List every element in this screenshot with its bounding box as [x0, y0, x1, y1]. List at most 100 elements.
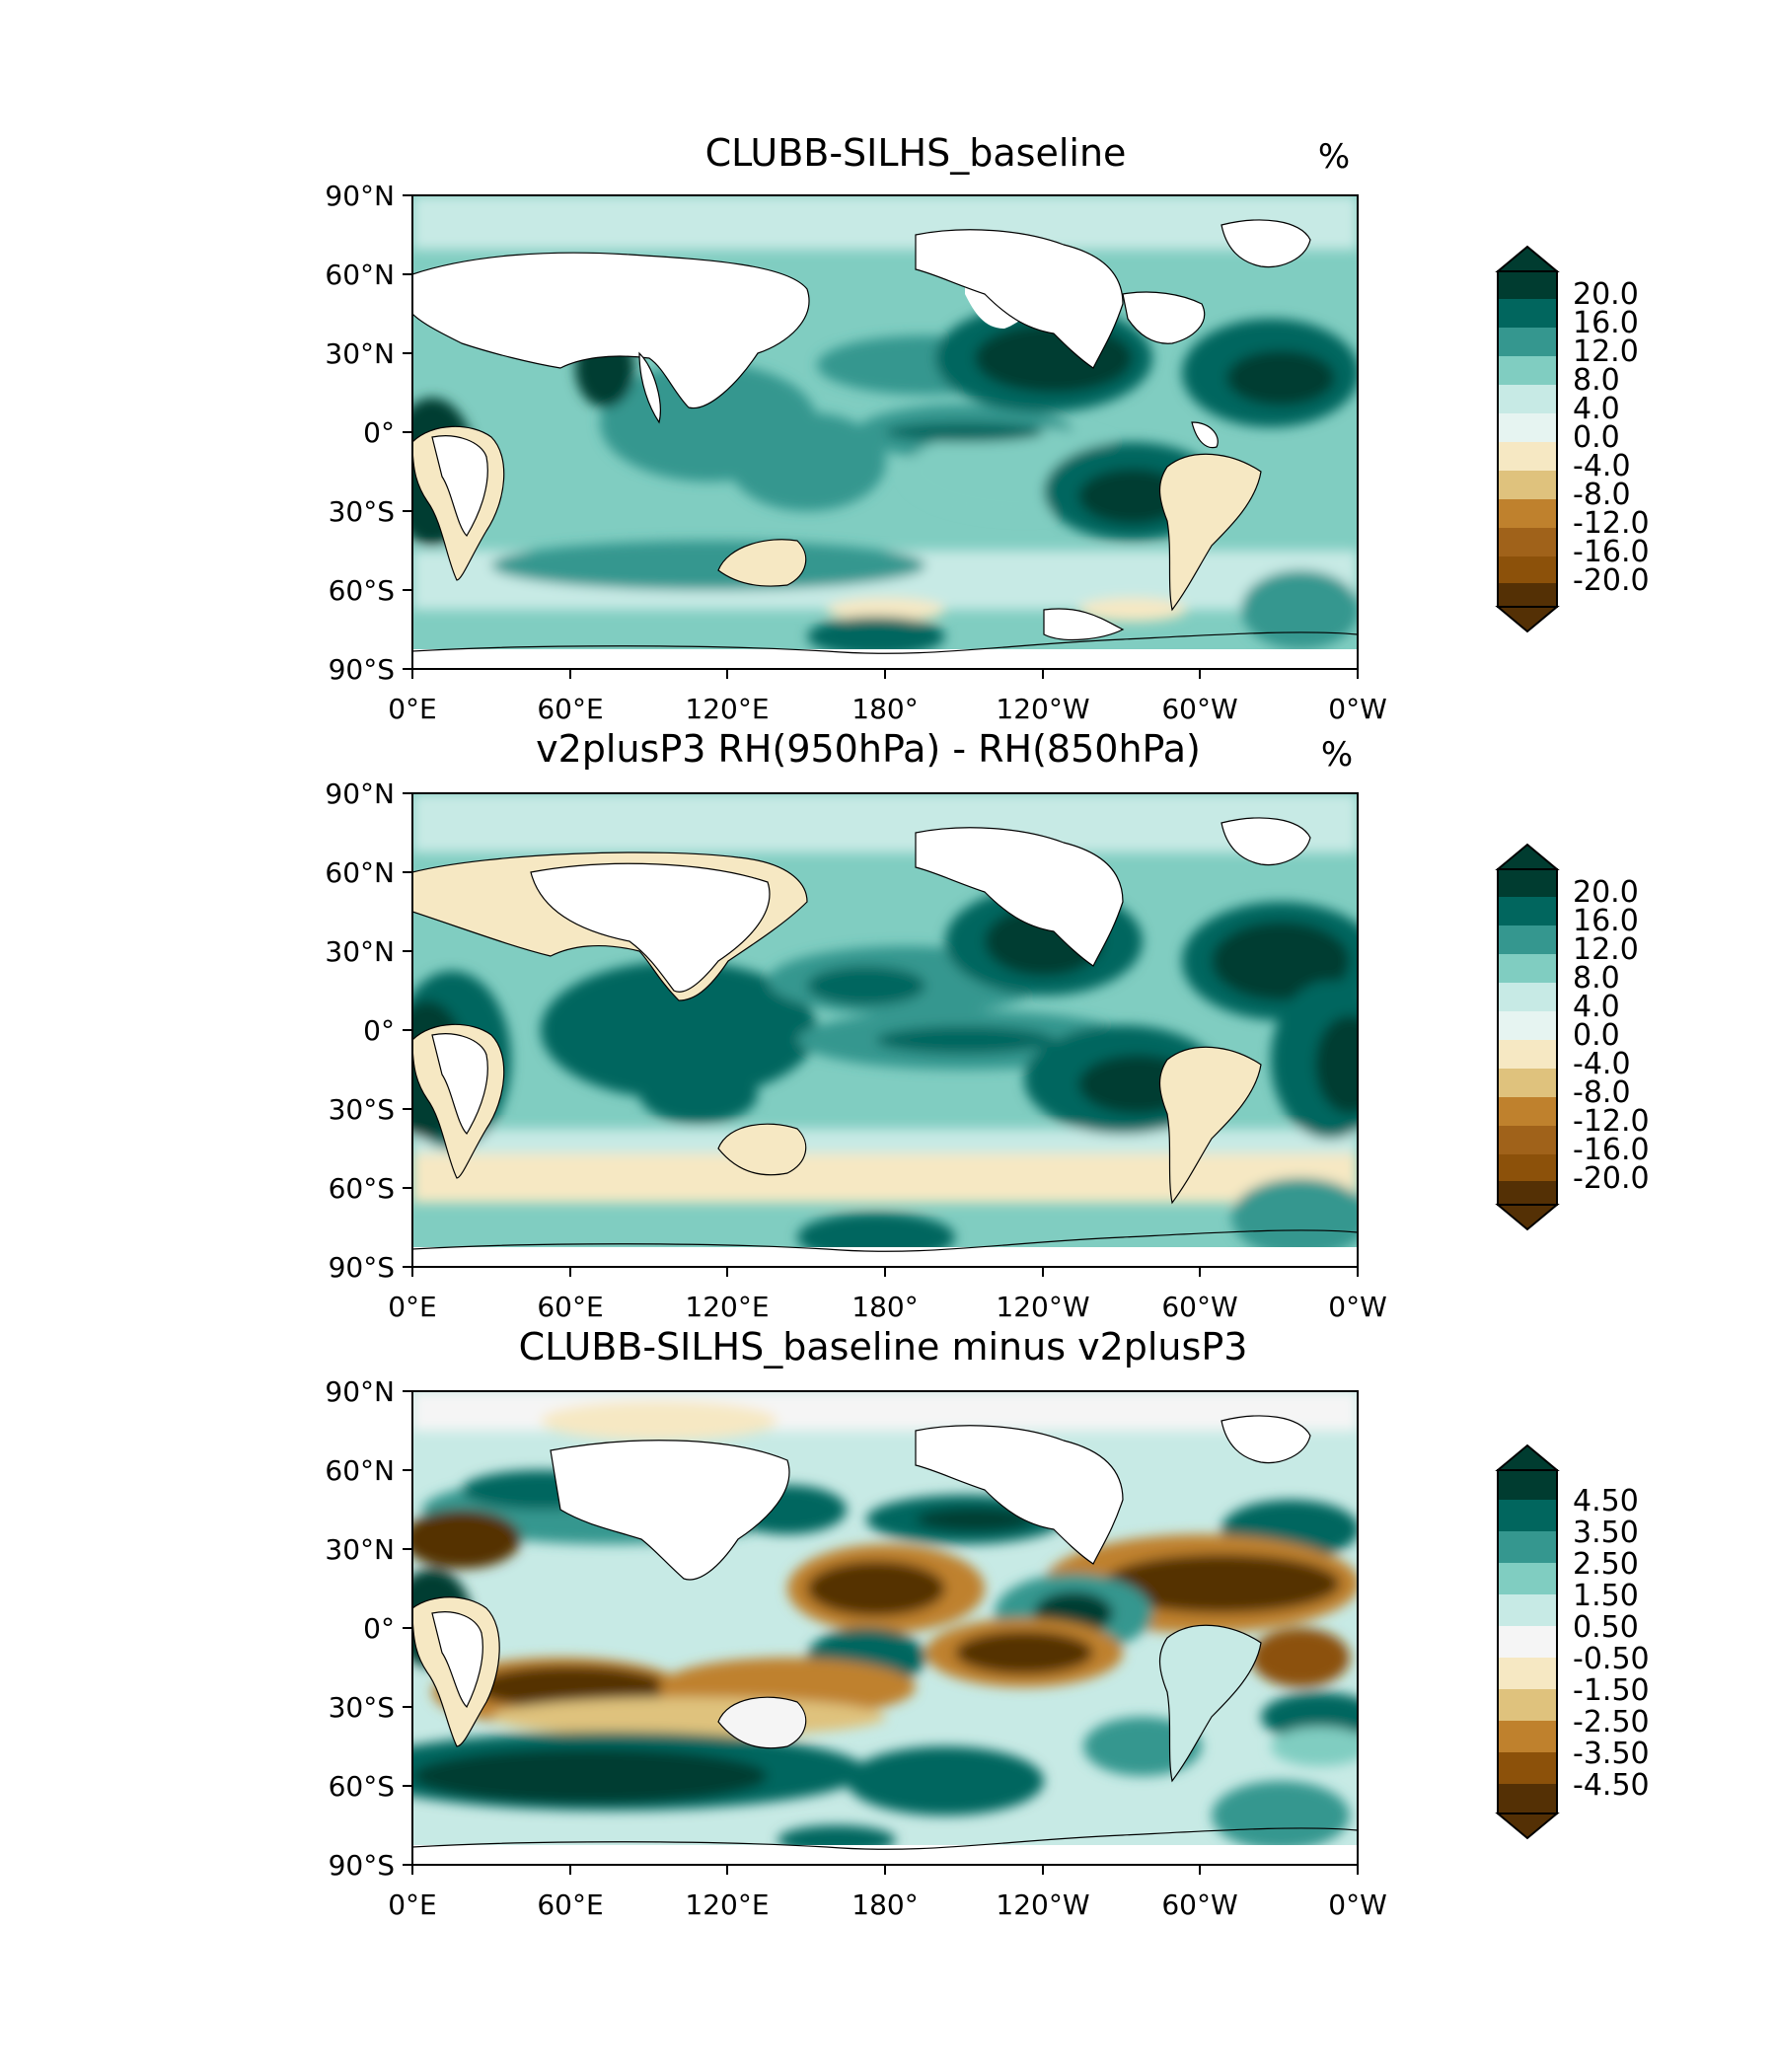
- colorbar-tick-label: -1.50: [1573, 1673, 1650, 1708]
- colorbar-tick-label: 3.50: [1573, 1516, 1639, 1550]
- x-tick-label: 0°W: [1328, 1888, 1387, 1921]
- panel-1-unit: %: [1318, 137, 1350, 177]
- panel-3-y-tick-labels: 90°N 60°N 30°N 0° 30°S 60°S 90°S: [325, 1375, 395, 1882]
- panel-2-colorbar-labels: 20.0 16.0 12.0 8.0 4.0 0.0 -4.0 -8.0 -12…: [1573, 875, 1650, 1196]
- x-tick-label: 0°E: [388, 1888, 437, 1921]
- panel-2-unit: %: [1321, 735, 1353, 775]
- x-tick-label: 180°: [851, 1888, 918, 1921]
- panel-1: CLUBB-SILHS_baseline %: [325, 131, 1649, 725]
- y-tick-label: 60°S: [329, 1172, 395, 1205]
- x-tick-label: 60°E: [537, 693, 603, 725]
- x-tick-label: 60°E: [537, 1888, 603, 1921]
- panel-2-map: [411, 792, 1359, 1268]
- x-tick-label: 60°W: [1161, 1888, 1237, 1921]
- colorbar-tick-label: 1.50: [1573, 1579, 1639, 1613]
- x-tick-label: 60°W: [1161, 693, 1237, 725]
- panel-1-colorbar: [1495, 245, 1560, 633]
- colorbar-tick-label: 4.0: [1573, 392, 1620, 426]
- panel-1-y-tick-labels: 90°N 60°N 30°N 0° 30°S 60°S 90°S: [325, 180, 395, 686]
- x-tick-label: 180°: [851, 693, 918, 725]
- colorbar-tick-label: 20.0: [1573, 277, 1639, 312]
- x-tick-label: 120°W: [996, 1291, 1089, 1323]
- panel-2-x-tick-labels: 0°E 60°E 120°E 180° 120°W 60°W 0°W: [388, 1291, 1387, 1323]
- y-tick-label: 60°S: [329, 574, 395, 607]
- panel-2-title: v2plusP3 RH(950hPa) - RH(850hPa): [536, 727, 1201, 771]
- x-tick-label: 180°: [851, 1291, 918, 1323]
- y-tick-label: 90°N: [325, 777, 395, 810]
- colorbar-tick-label: -0.50: [1573, 1642, 1650, 1676]
- colorbar-tick-label: -3.50: [1573, 1737, 1650, 1771]
- y-tick-label: 0°: [363, 416, 395, 449]
- panel-3-y-axis: [403, 1390, 412, 1866]
- colorbar-tick-label: -20.0: [1573, 1161, 1650, 1196]
- panel-1-x-tick-labels: 0°E 60°E 120°E 180° 120°W 60°W 0°W: [388, 693, 1387, 725]
- x-tick-label: 120°E: [685, 693, 769, 725]
- colorbar-tick-label: -12.0: [1573, 1104, 1650, 1139]
- panel-2-y-tick-labels: 90°N 60°N 30°N 0° 30°S 60°S 90°S: [325, 777, 395, 1284]
- y-tick-label: 90°N: [325, 1375, 395, 1408]
- colorbar-tick-label: -4.0: [1573, 449, 1631, 483]
- panel-1-colorbar-labels: 20.0 16.0 12.0 8.0 4.0 0.0 -4.0 -8.0 -12…: [1573, 277, 1650, 598]
- colorbar-tick-label: 0.0: [1573, 420, 1620, 455]
- colorbar-tick-label: 0.50: [1573, 1610, 1639, 1645]
- colorbar-tick-label: -16.0: [1573, 535, 1650, 569]
- panel-3-x-axis: [411, 1865, 1359, 1875]
- y-tick-label: 90°S: [329, 1849, 395, 1882]
- colorbar-tick-label: 16.0: [1573, 904, 1639, 938]
- x-tick-label: 0°W: [1328, 1291, 1387, 1323]
- x-tick-label: 60°E: [537, 1291, 603, 1323]
- panel-3: CLUBB-SILHS_baseline minus v2plusP3: [325, 1325, 1649, 1921]
- colorbar-tick-label: -16.0: [1573, 1133, 1650, 1167]
- x-tick-label: 120°E: [685, 1888, 769, 1921]
- y-tick-label: 90°N: [325, 180, 395, 212]
- y-tick-label: 30°N: [325, 337, 395, 370]
- colorbar-tick-label: -8.0: [1573, 478, 1631, 512]
- colorbar-tick-label: 2.50: [1573, 1547, 1639, 1582]
- panel-1-title: CLUBB-SILHS_baseline: [705, 131, 1127, 175]
- panel-3-colorbar: [1495, 1443, 1560, 1840]
- panel-3-colorbar-labels: 4.50 3.50 2.50 1.50 0.50 -0.50 -1.50 -2.…: [1573, 1484, 1650, 1803]
- panel-1-x-axis: [411, 669, 1359, 679]
- colorbar-tick-label: -20.0: [1573, 563, 1650, 598]
- colorbar-tick-label: -2.50: [1573, 1705, 1650, 1739]
- y-tick-label: 30°N: [325, 1533, 395, 1566]
- y-tick-label: 60°S: [329, 1770, 395, 1803]
- colorbar-tick-label: 0.0: [1573, 1018, 1620, 1053]
- y-tick-label: 60°N: [325, 1454, 395, 1487]
- colorbar-tick-label: 16.0: [1573, 306, 1639, 340]
- panel-1-y-axis: [403, 194, 412, 670]
- land-masses: [412, 219, 1358, 669]
- panel-2-colorbar: [1495, 843, 1560, 1231]
- panel-3-title: CLUBB-SILHS_baseline minus v2plusP3: [519, 1325, 1248, 1369]
- x-tick-label: 120°W: [996, 693, 1089, 725]
- panel-1-map: [411, 194, 1359, 670]
- colorbar-tick-label: -4.0: [1573, 1047, 1631, 1081]
- colorbar-tick-label: -4.50: [1573, 1768, 1650, 1803]
- panel-3-map: [411, 1390, 1359, 1866]
- y-tick-label: 60°N: [325, 856, 395, 889]
- y-tick-label: 30°S: [329, 1093, 395, 1126]
- colorbar-tick-label: 12.0: [1573, 932, 1639, 967]
- y-tick-label: 90°S: [329, 653, 395, 686]
- x-tick-label: 120°E: [685, 1291, 769, 1323]
- y-tick-label: 30°S: [329, 1691, 395, 1724]
- y-tick-label: 0°: [363, 1612, 395, 1645]
- y-tick-label: 30°S: [329, 495, 395, 528]
- y-tick-label: 60°N: [325, 259, 395, 291]
- x-tick-label: 0°W: [1328, 693, 1387, 725]
- x-tick-label: 120°W: [996, 1888, 1089, 1921]
- panel-3-x-tick-labels: 0°E 60°E 120°E 180° 120°W 60°W 0°W: [388, 1888, 1387, 1921]
- colorbar-tick-label: 8.0: [1573, 961, 1620, 996]
- colorbar-tick-label: 12.0: [1573, 334, 1639, 369]
- colorbar-tick-label: 20.0: [1573, 875, 1639, 910]
- colorbar-tick-label: 8.0: [1573, 363, 1620, 398]
- panel-2-y-axis: [403, 792, 412, 1268]
- colorbar-tick-label: -8.0: [1573, 1075, 1631, 1110]
- x-tick-label: 0°E: [388, 1291, 437, 1323]
- y-tick-label: 90°S: [329, 1251, 395, 1284]
- panel-2: v2plusP3 RH(950hPa) - RH(850hPa) %: [325, 727, 1649, 1323]
- y-tick-label: 0°: [363, 1014, 395, 1047]
- x-tick-label: 0°E: [388, 693, 437, 725]
- colorbar-tick-label: 4.50: [1573, 1484, 1639, 1518]
